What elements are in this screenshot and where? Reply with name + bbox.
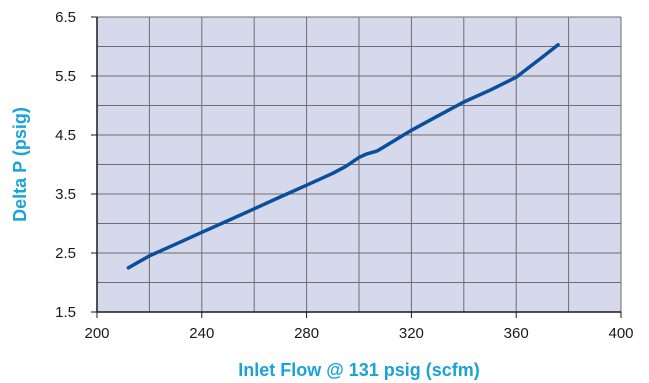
y-tick-label: 5.5 xyxy=(55,68,76,85)
y-tick-label: 6.5 xyxy=(55,9,76,26)
data-series xyxy=(126,42,560,270)
grid-lines xyxy=(97,16,622,312)
y-axis-title: Delta P (psig) xyxy=(10,107,30,222)
x-axis-ticks: 200 240 280 320 360 400 xyxy=(84,312,634,342)
x-tick-label: 200 xyxy=(84,325,109,342)
x-tick-label: 280 xyxy=(294,325,319,342)
x-tick-label: 320 xyxy=(399,325,424,342)
x-axis-title: Inlet Flow @ 131 psig (scfm) xyxy=(238,360,480,380)
y-tick-label: 1.5 xyxy=(55,304,76,321)
x-tick-label: 400 xyxy=(608,325,633,342)
x-tick-label: 360 xyxy=(504,325,529,342)
series-line xyxy=(126,42,560,270)
y-tick-label: 2.5 xyxy=(55,245,76,262)
y-tick-label: 4.5 xyxy=(55,127,76,144)
y-tick-label: 3.5 xyxy=(55,186,76,203)
x-tick-label: 240 xyxy=(189,325,214,342)
y-axis-ticks: 1.5 2.5 3.5 4.5 5.5 6.5 xyxy=(55,9,97,321)
